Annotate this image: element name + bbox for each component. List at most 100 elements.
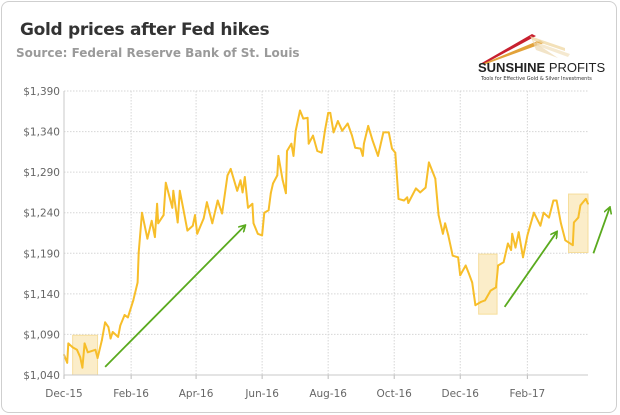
data-point xyxy=(104,321,107,324)
data-point xyxy=(226,174,229,177)
trend-arrow xyxy=(104,226,245,368)
data-point xyxy=(329,112,332,114)
data-point xyxy=(229,167,232,170)
data-point xyxy=(269,192,272,195)
data-point xyxy=(434,177,437,180)
data-point xyxy=(397,198,400,200)
data-point xyxy=(221,212,223,215)
data-point xyxy=(526,234,529,237)
data-point xyxy=(156,202,159,205)
data-point xyxy=(377,155,379,157)
data-point xyxy=(424,186,427,189)
y-tick-label: $1,040 xyxy=(23,370,60,382)
highlight-boxes xyxy=(72,193,589,376)
data-point xyxy=(484,299,487,302)
data-point xyxy=(94,348,97,351)
data-point xyxy=(194,214,196,217)
logo-tagline: Tools for Effective Gold & Silver Invest… xyxy=(481,76,592,82)
data-point xyxy=(132,299,135,302)
y-tick-label: $1,090 xyxy=(23,329,60,341)
data-point xyxy=(171,206,174,209)
data-point xyxy=(354,146,357,149)
data-point xyxy=(584,198,587,200)
data-point xyxy=(414,187,417,190)
data-point xyxy=(285,192,287,195)
trend-arrow xyxy=(503,232,557,308)
x-tick-label: Aug-16 xyxy=(309,388,347,400)
x-tick-label: Feb-17 xyxy=(509,388,545,400)
data-point xyxy=(66,361,69,364)
logo-name-bold: SUNSHINE xyxy=(478,60,546,75)
y-tick-label: $1,190 xyxy=(23,248,60,260)
data-point xyxy=(186,229,189,232)
data-point xyxy=(83,342,86,345)
grid xyxy=(64,90,588,375)
data-point xyxy=(182,206,184,209)
data-point xyxy=(312,134,314,137)
data-point xyxy=(123,314,126,316)
y-tick-label: $1,390 xyxy=(23,86,60,98)
data-point xyxy=(406,196,409,199)
data-point xyxy=(587,202,589,205)
data-point xyxy=(136,281,139,284)
data-point xyxy=(146,237,149,240)
data-point xyxy=(320,151,323,154)
data-point xyxy=(277,155,280,157)
data-point xyxy=(394,151,397,154)
data-point xyxy=(263,211,266,214)
data-point xyxy=(247,206,249,209)
data-point xyxy=(141,211,143,214)
data-point xyxy=(290,142,293,145)
trend-arrow xyxy=(592,208,609,254)
data-point xyxy=(172,189,175,192)
data-point xyxy=(261,234,264,237)
data-point xyxy=(361,155,364,157)
data-point xyxy=(359,147,362,150)
x-tick-label: Dec-15 xyxy=(45,388,82,400)
chart-title: Gold prices after Fed hikes xyxy=(20,20,270,40)
data-point xyxy=(506,242,509,245)
series xyxy=(63,109,589,369)
data-point xyxy=(442,232,444,235)
data-point xyxy=(157,222,160,225)
data-point xyxy=(202,217,205,220)
data-point xyxy=(267,209,270,212)
chart-source: Source: Federal Reserve Bank of St. Loui… xyxy=(16,46,300,60)
data-point xyxy=(479,301,482,303)
data-point xyxy=(117,335,120,338)
data-point xyxy=(306,116,309,119)
data-point xyxy=(276,174,279,177)
data-point xyxy=(514,246,517,249)
data-point xyxy=(548,216,550,219)
data-point xyxy=(382,131,385,134)
data-point xyxy=(560,222,562,225)
data-point xyxy=(555,199,558,202)
data-point xyxy=(351,134,353,137)
data-point xyxy=(67,342,70,345)
data-point xyxy=(256,232,259,235)
data-point xyxy=(76,348,78,351)
data-point xyxy=(542,211,545,214)
data-point xyxy=(464,264,467,267)
data-point xyxy=(539,224,542,227)
x-tick-label: Jun-16 xyxy=(244,388,279,400)
data-point xyxy=(191,224,194,227)
data-point xyxy=(391,147,393,150)
data-point xyxy=(447,234,450,237)
data-point xyxy=(96,357,99,359)
data-point xyxy=(495,286,497,289)
highlight-box xyxy=(478,253,498,315)
data-point xyxy=(292,155,295,157)
sunshine-profits-logo-icon xyxy=(480,34,570,64)
data-point xyxy=(489,289,492,292)
data-point xyxy=(407,202,410,204)
data-point xyxy=(564,239,567,242)
data-point xyxy=(137,251,140,254)
data-point xyxy=(427,161,430,164)
logo-name-light: PROFITS xyxy=(548,60,606,75)
data-point xyxy=(81,366,84,369)
data-point xyxy=(517,231,520,234)
y-tick-label: $1,340 xyxy=(23,127,60,139)
